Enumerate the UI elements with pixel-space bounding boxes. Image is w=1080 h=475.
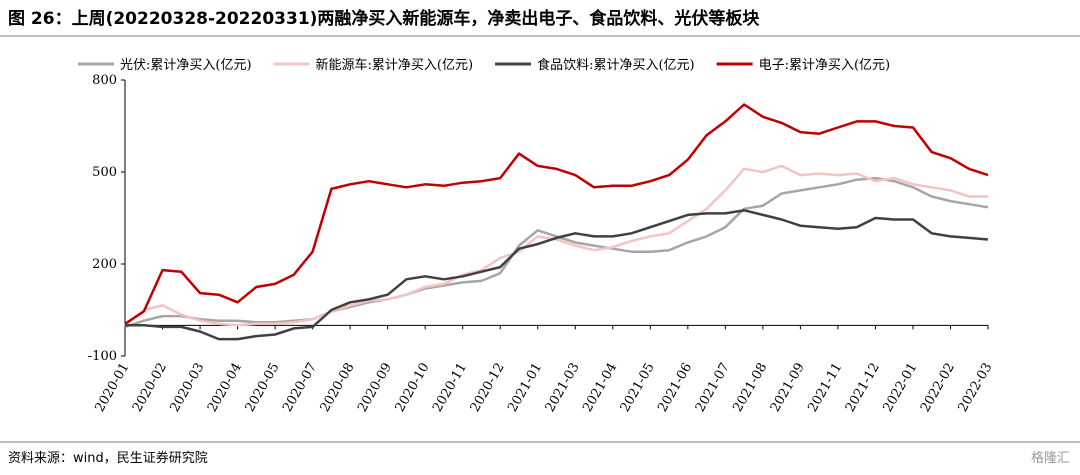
x-tick-label: 2021-11 — [805, 361, 845, 415]
x-tick-label: 2021-09 — [768, 361, 808, 415]
y-tick-label: 200 — [92, 257, 117, 272]
x-tick-label: 2021-07 — [693, 361, 733, 415]
x-tick-label: 2020-10 — [393, 361, 433, 415]
x-tick-label: 2020-11 — [430, 361, 470, 415]
x-tick-label: 2020-08 — [318, 361, 358, 415]
x-tick-label: 2020-09 — [355, 361, 395, 415]
x-tick-label: 2020-12 — [468, 361, 508, 415]
x-tick-label: 2020-01 — [92, 361, 132, 415]
x-tick-label: 2020-02 — [130, 361, 170, 415]
x-tick-label: 2021-12 — [843, 361, 883, 415]
chart-title: 图 26：上周(20220328-20220331)两融净买入新能源车，净卖出电… — [8, 8, 760, 29]
x-tick-label: 2021-01 — [505, 361, 545, 415]
x-tick-label: 2020-07 — [280, 361, 320, 415]
series-line — [124, 176, 989, 329]
y-tick-label: 800 — [92, 73, 117, 88]
series-line — [124, 103, 989, 325]
legend-label: 电子:累计净买入(亿元) — [759, 58, 891, 73]
legend-label: 食品饮料:累计净买入(亿元) — [537, 57, 695, 73]
watermark: 格隆汇 — [1031, 450, 1070, 466]
x-tick-label: 2022-03 — [955, 361, 995, 415]
x-tick-label: 2021-05 — [618, 361, 658, 415]
y-tick-label: -100 — [88, 349, 117, 364]
x-tick-label: 2022-01 — [880, 361, 920, 415]
x-tick-label: 2021-04 — [580, 361, 620, 415]
x-tick-label: 2021-08 — [730, 361, 770, 415]
x-tick-label: 2020-03 — [168, 361, 208, 415]
x-tick-label: 2020-04 — [205, 361, 245, 415]
x-tick-label: 2021-03 — [543, 361, 583, 415]
y-tick-label: 500 — [92, 165, 117, 180]
legend-label: 新能源车:累计净买入(亿元) — [316, 57, 474, 73]
x-tick-label: 2020-05 — [243, 361, 283, 415]
x-tick-label: 2022-02 — [918, 361, 958, 415]
source: 资料来源：wind，民生证券研究院 — [8, 450, 208, 466]
legend-label: 光伏:累计净买入(亿元) — [120, 58, 252, 73]
series-line — [124, 164, 988, 327]
x-tick-label: 2021-06 — [655, 361, 695, 415]
series-line — [125, 209, 989, 341]
